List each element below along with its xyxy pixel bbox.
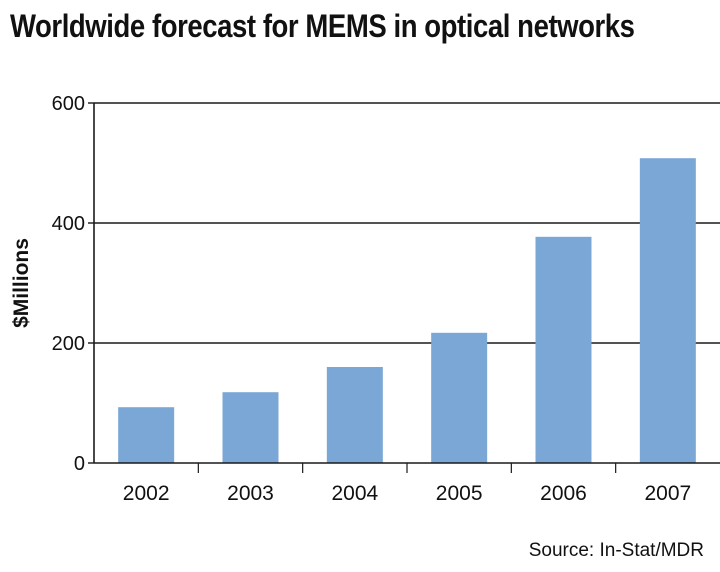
y-tick-label: 0: [74, 453, 85, 475]
x-tick-label: 2006: [540, 482, 587, 505]
chart-source: Source: In-Stat/MDR: [528, 540, 704, 561]
y-tick-label: 400: [52, 213, 85, 235]
bar-2002: [118, 407, 175, 463]
x-tick-label: 2002: [123, 482, 170, 505]
bar-2007: [639, 158, 696, 463]
x-tick-label: 2007: [644, 482, 691, 505]
bar-2004: [326, 367, 383, 463]
x-tick-label: 2005: [436, 482, 483, 505]
y-tick-label: 600: [52, 93, 85, 115]
x-tick-label: 2003: [227, 482, 274, 505]
x-tick-label: 2004: [331, 482, 378, 505]
bars: [118, 158, 696, 463]
bar-2005: [431, 332, 488, 463]
y-tick-label: 200: [52, 333, 85, 355]
y-axis-label: $Millions: [10, 238, 33, 328]
bar-2003: [222, 392, 279, 463]
axes: [93, 103, 720, 464]
gridlines: [94, 102, 720, 344]
chart-title: Worldwide forecast for MEMS in optical n…: [10, 8, 635, 44]
x-tick-labels: 2002 2003 2004 2005 2006 2007: [123, 463, 691, 505]
bar-2006: [535, 236, 592, 463]
y-tick-labels: 0 200 400 600: [52, 93, 94, 475]
